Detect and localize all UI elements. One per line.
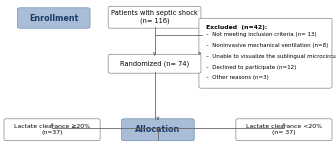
Text: Randomized (n= 74): Randomized (n= 74) [120,60,189,67]
FancyBboxPatch shape [4,119,100,141]
FancyBboxPatch shape [199,18,332,88]
Text: –  Noninvasive mechanical ventilation (n=8): – Noninvasive mechanical ventilation (n=… [206,43,328,48]
FancyBboxPatch shape [108,6,201,28]
Text: Excluded  (n=42):: Excluded (n=42): [206,25,267,30]
FancyBboxPatch shape [122,119,194,141]
FancyBboxPatch shape [17,8,90,28]
Text: –  Unable to visualize the sublingual microcirculation (n=6): – Unable to visualize the sublingual mic… [206,54,336,59]
Text: –  Declined to participate (n=12): – Declined to participate (n=12) [206,65,296,70]
FancyBboxPatch shape [108,54,201,73]
FancyBboxPatch shape [236,119,332,141]
Text: Lactate clearance ≥20%
(n=37): Lactate clearance ≥20% (n=37) [14,124,90,135]
Text: –  Not meeting inclusion criteria (n= 13): – Not meeting inclusion criteria (n= 13) [206,32,316,37]
Text: Allocation: Allocation [135,125,180,134]
Text: –  Other reasons (n=3): – Other reasons (n=3) [206,75,268,80]
Text: Patients with septic shock
(n= 116): Patients with septic shock (n= 116) [111,11,198,24]
Text: Enrollment: Enrollment [29,14,78,22]
Text: Lactate clearance <20%
(n= 37): Lactate clearance <20% (n= 37) [246,124,322,135]
